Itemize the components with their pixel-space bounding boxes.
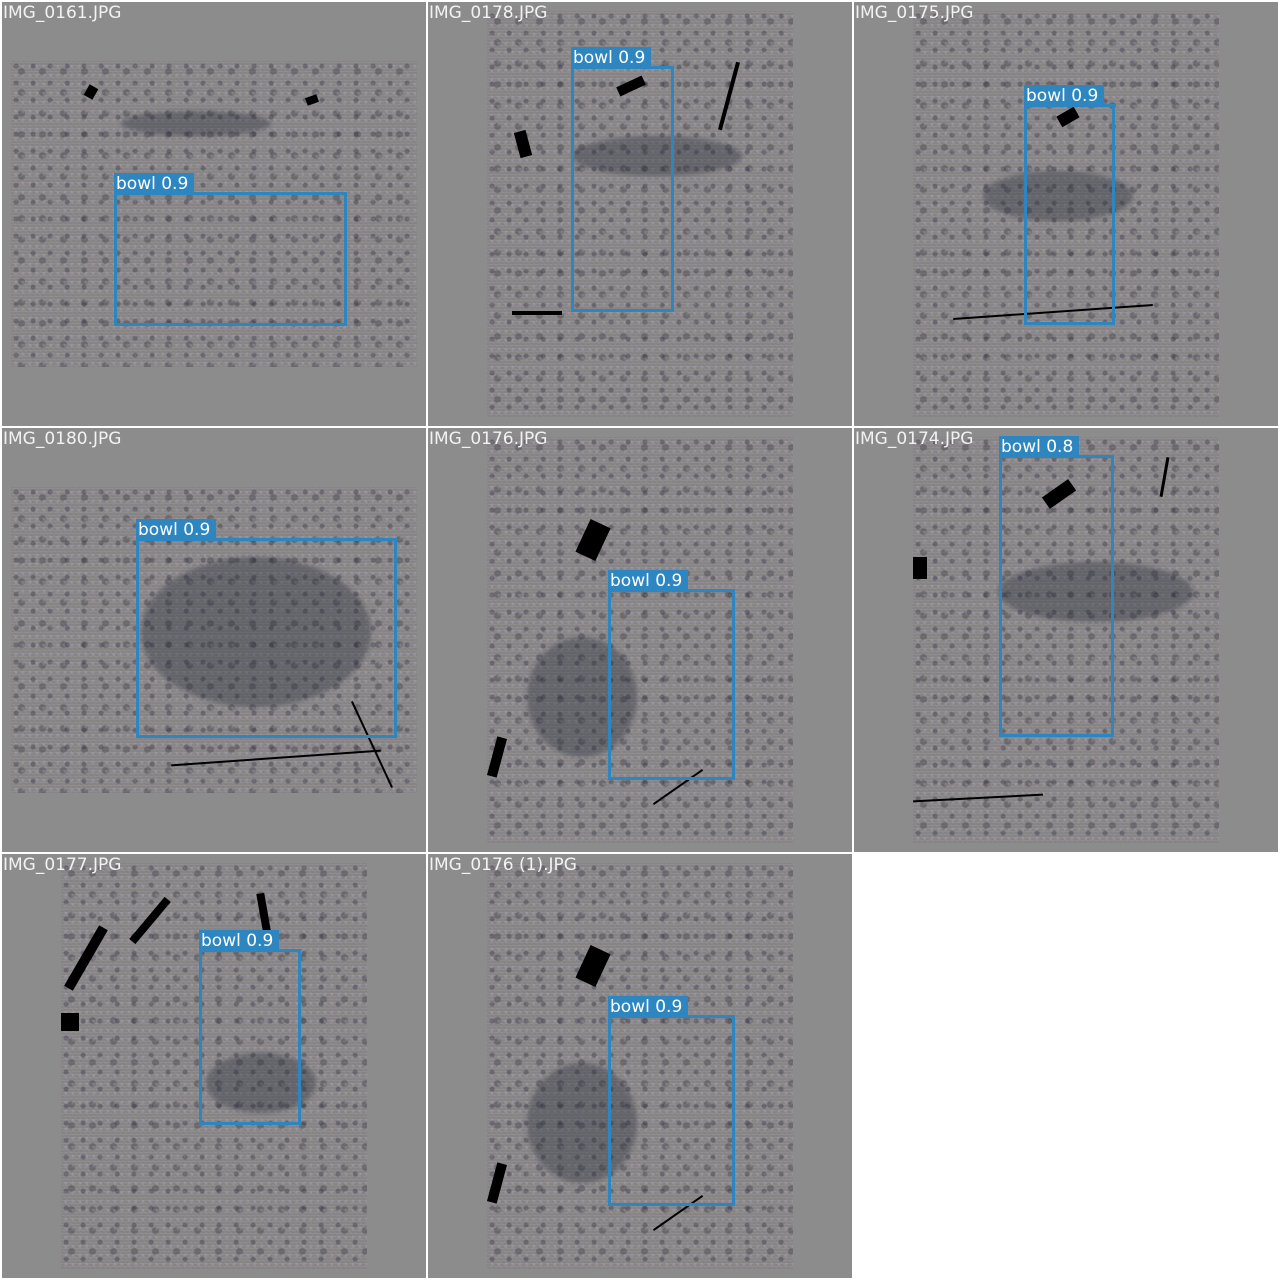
- photo-blob: [141, 557, 371, 707]
- bbox-label: bowl 0.9: [608, 996, 689, 1018]
- tile-filename: IMG_0178.JPG: [429, 3, 548, 23]
- tile-filename: IMG_0161.JPG: [3, 3, 122, 23]
- photo-blob: [527, 637, 637, 757]
- photo-blob: [998, 562, 1193, 622]
- bbox-label: bowl 0.9: [1024, 85, 1105, 107]
- tile-filename: IMG_0180.JPG: [3, 429, 122, 449]
- image-tile[interactable]: IMG_0180.JPG bowl 0.9: [2, 428, 426, 852]
- photo-mark: [718, 61, 740, 131]
- image-tile[interactable]: IMG_0176 (1).JPG bowl 0.9: [428, 854, 852, 1278]
- photo-mark: [913, 557, 927, 579]
- tile-filename: IMG_0176.JPG: [429, 429, 548, 449]
- photo-mark: [486, 736, 508, 778]
- bounding-box[interactable]: bowl 0.9: [608, 996, 735, 1206]
- bbox-label: bowl 0.9: [608, 570, 689, 592]
- photo-mark: [512, 311, 562, 315]
- photo-mark: [171, 749, 381, 767]
- bounding-box[interactable]: bowl 0.9: [1024, 85, 1115, 325]
- photo: [486, 863, 793, 1269]
- photo: [11, 61, 417, 367]
- photo-mark: [575, 519, 611, 561]
- image-tile[interactable]: IMG_0178.JPG bowl 0.9: [428, 2, 852, 426]
- bbox-label: bowl 0.9: [199, 930, 280, 952]
- photo-mark: [486, 1162, 508, 1204]
- photo: [913, 11, 1219, 417]
- bounding-box[interactable]: bowl 0.9: [608, 570, 735, 780]
- image-tile[interactable]: IMG_0176.JPG bowl 0.9: [428, 428, 852, 852]
- image-tile[interactable]: IMG_0161.JPG bowl 0.9: [2, 2, 426, 426]
- photo-mark: [1159, 457, 1170, 497]
- image-tile[interactable]: IMG_0174.JPG bowl 0.8: [854, 428, 1278, 852]
- image-tile[interactable]: IMG_0175.JPG bowl 0.9: [854, 2, 1278, 426]
- bounding-box[interactable]: bowl 0.8: [999, 436, 1114, 737]
- image-tile[interactable]: IMG_0177.JPG bowl 0.9: [2, 854, 426, 1278]
- photo-mark: [61, 1013, 79, 1031]
- photo-mark: [575, 945, 611, 987]
- photo-mark: [129, 896, 171, 945]
- bounding-box[interactable]: bowl 0.9: [571, 47, 674, 312]
- tile-filename: IMG_0176 (1).JPG: [429, 855, 577, 875]
- bbox-label: bowl 0.9: [136, 519, 217, 541]
- bbox-label: bowl 0.8: [999, 436, 1080, 458]
- tile-filename: IMG_0174.JPG: [855, 429, 974, 449]
- photo-blob: [527, 1063, 637, 1183]
- photo-blob: [572, 136, 742, 176]
- photo-blob: [121, 111, 271, 136]
- photo-mark: [64, 925, 108, 991]
- photo: [486, 437, 793, 843]
- bounding-box[interactable]: bowl 0.9: [114, 173, 347, 326]
- photo: [487, 11, 793, 417]
- photo-mark: [513, 129, 533, 159]
- tile-filename: IMG_0175.JPG: [855, 3, 974, 23]
- tile-filename: IMG_0177.JPG: [3, 855, 122, 875]
- photo-mark: [913, 793, 1043, 803]
- photo-mark: [304, 94, 320, 106]
- empty-cell: [854, 854, 1278, 1278]
- bounding-box[interactable]: bowl 0.9: [199, 930, 301, 1125]
- photo-blob: [206, 1053, 316, 1113]
- bbox-label: bowl 0.9: [114, 173, 195, 195]
- photo: [913, 437, 1219, 843]
- bounding-box[interactable]: bowl 0.9: [136, 519, 397, 738]
- photo-blob: [983, 171, 1133, 221]
- photo-mark: [83, 84, 99, 100]
- bbox-label: bowl 0.9: [571, 47, 652, 69]
